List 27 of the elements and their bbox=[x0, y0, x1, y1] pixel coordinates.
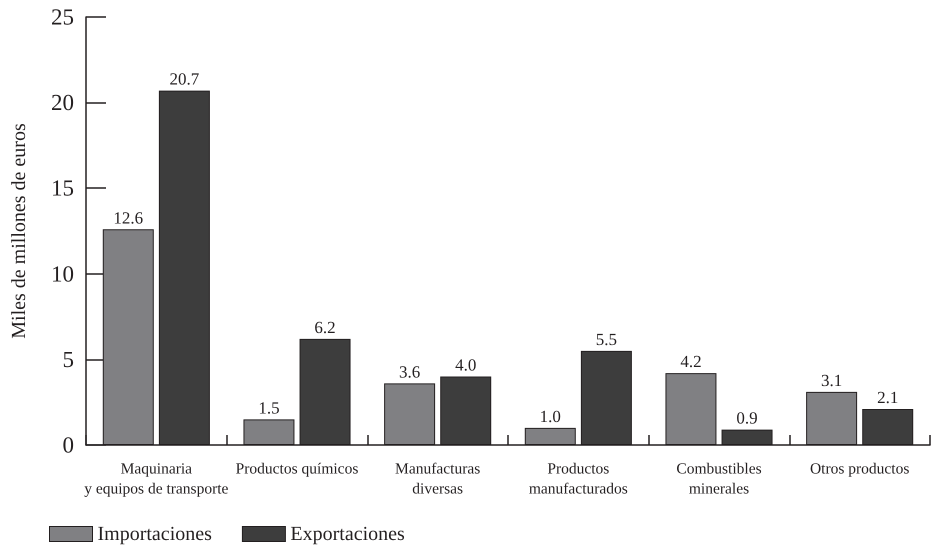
x-tick-label: Maquinaria y equipos de transporte bbox=[84, 460, 229, 498]
x-tick-label: Manufacturas diversas bbox=[395, 460, 480, 498]
data-label: 5.5 bbox=[596, 330, 618, 349]
data-label: 2.1 bbox=[877, 388, 898, 408]
y-tick-label: 0 bbox=[62, 432, 74, 458]
x-tick-label: Otros productos bbox=[810, 460, 910, 478]
y-tick-label: 25 bbox=[51, 4, 74, 30]
data-label: 0.9 bbox=[736, 408, 758, 428]
y-tick-label: 20 bbox=[51, 90, 74, 116]
data-label: 1.0 bbox=[540, 406, 561, 426]
x-tick-label: Combustibles minerales bbox=[676, 460, 762, 498]
y-tick-label: 10 bbox=[51, 261, 74, 286]
data-label: 6.2 bbox=[314, 318, 336, 337]
data-label: 1.5 bbox=[258, 398, 280, 418]
data-label: 20.7 bbox=[170, 70, 200, 89]
x-tick-label: Productos químicos bbox=[236, 460, 358, 478]
data-label: 12.6 bbox=[113, 208, 144, 228]
data-label: 3.6 bbox=[398, 362, 420, 382]
data-label: 4.0 bbox=[455, 356, 476, 375]
legend-label: Exportaciones bbox=[290, 523, 406, 545]
legend-label: Importaciones bbox=[98, 523, 212, 545]
data-label: 4.2 bbox=[680, 352, 702, 372]
x-tick-label: Productos manufacturados bbox=[528, 460, 628, 498]
y-axis-title: Miles de millones de euros bbox=[8, 123, 30, 339]
y-tick-label: 15 bbox=[51, 176, 74, 201]
y-tick-label: 5 bbox=[62, 346, 74, 372]
data-label: 3.1 bbox=[820, 370, 842, 390]
